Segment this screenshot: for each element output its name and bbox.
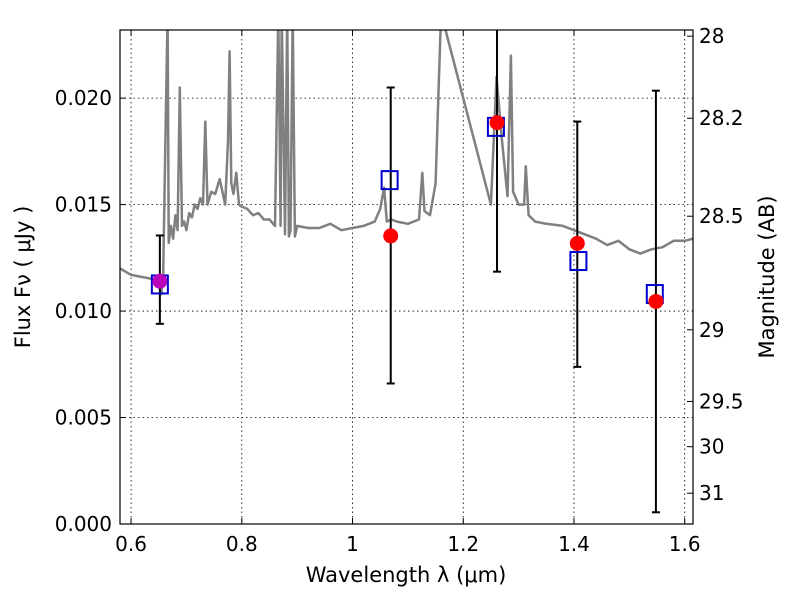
x-tick-label: 0.6 <box>115 532 147 556</box>
plot-frame <box>119 29 694 525</box>
model-square <box>380 170 399 191</box>
plot-background <box>120 30 693 524</box>
x-axis-label: Wavelength λ (μm) <box>306 563 507 587</box>
y-axis-label: Flux Fν ( μJy ) <box>11 206 35 349</box>
spectrum-line <box>120 30 693 296</box>
x-tick-label: 1 <box>346 532 359 556</box>
y-tick-label: 0.005 <box>55 406 112 430</box>
x-tick-label: 1.6 <box>669 532 701 556</box>
observed-circles <box>152 115 664 309</box>
mag-tick-label: 29 <box>699 318 724 342</box>
x-tick-label: 0.8 <box>226 532 258 556</box>
mag-tick-label: 31 <box>699 481 724 505</box>
observed-point <box>648 293 664 309</box>
observed-point <box>383 228 399 244</box>
model-square <box>569 251 588 272</box>
observed-point <box>489 115 505 131</box>
mag-tick-label: 29.5 <box>699 389 744 413</box>
y-tick-label: 0.000 <box>55 512 112 536</box>
mag-tick-label: 30 <box>699 435 724 459</box>
observed-point <box>569 235 585 251</box>
y-tick-label: 0.010 <box>55 299 112 323</box>
mag-tick-label: 28.2 <box>699 106 744 130</box>
x-tick-label: 1.2 <box>447 532 479 556</box>
model-squares <box>150 116 664 305</box>
mag-tick-label: 28.5 <box>699 204 744 228</box>
y-tick-label: 0.015 <box>55 193 112 217</box>
mag-tick-label: 28 <box>699 24 724 48</box>
observed-point <box>152 273 168 289</box>
x-tick-label: 1.4 <box>558 532 590 556</box>
y-axis-right-label: Magnitude (AB) <box>755 195 779 358</box>
y-tick-label: 0.020 <box>55 86 112 110</box>
axis-ticks: 0.6 0.8 1 1.2 1.4 1.6 0.000 0.005 0.010 0.015 0.02… <box>55 24 744 556</box>
